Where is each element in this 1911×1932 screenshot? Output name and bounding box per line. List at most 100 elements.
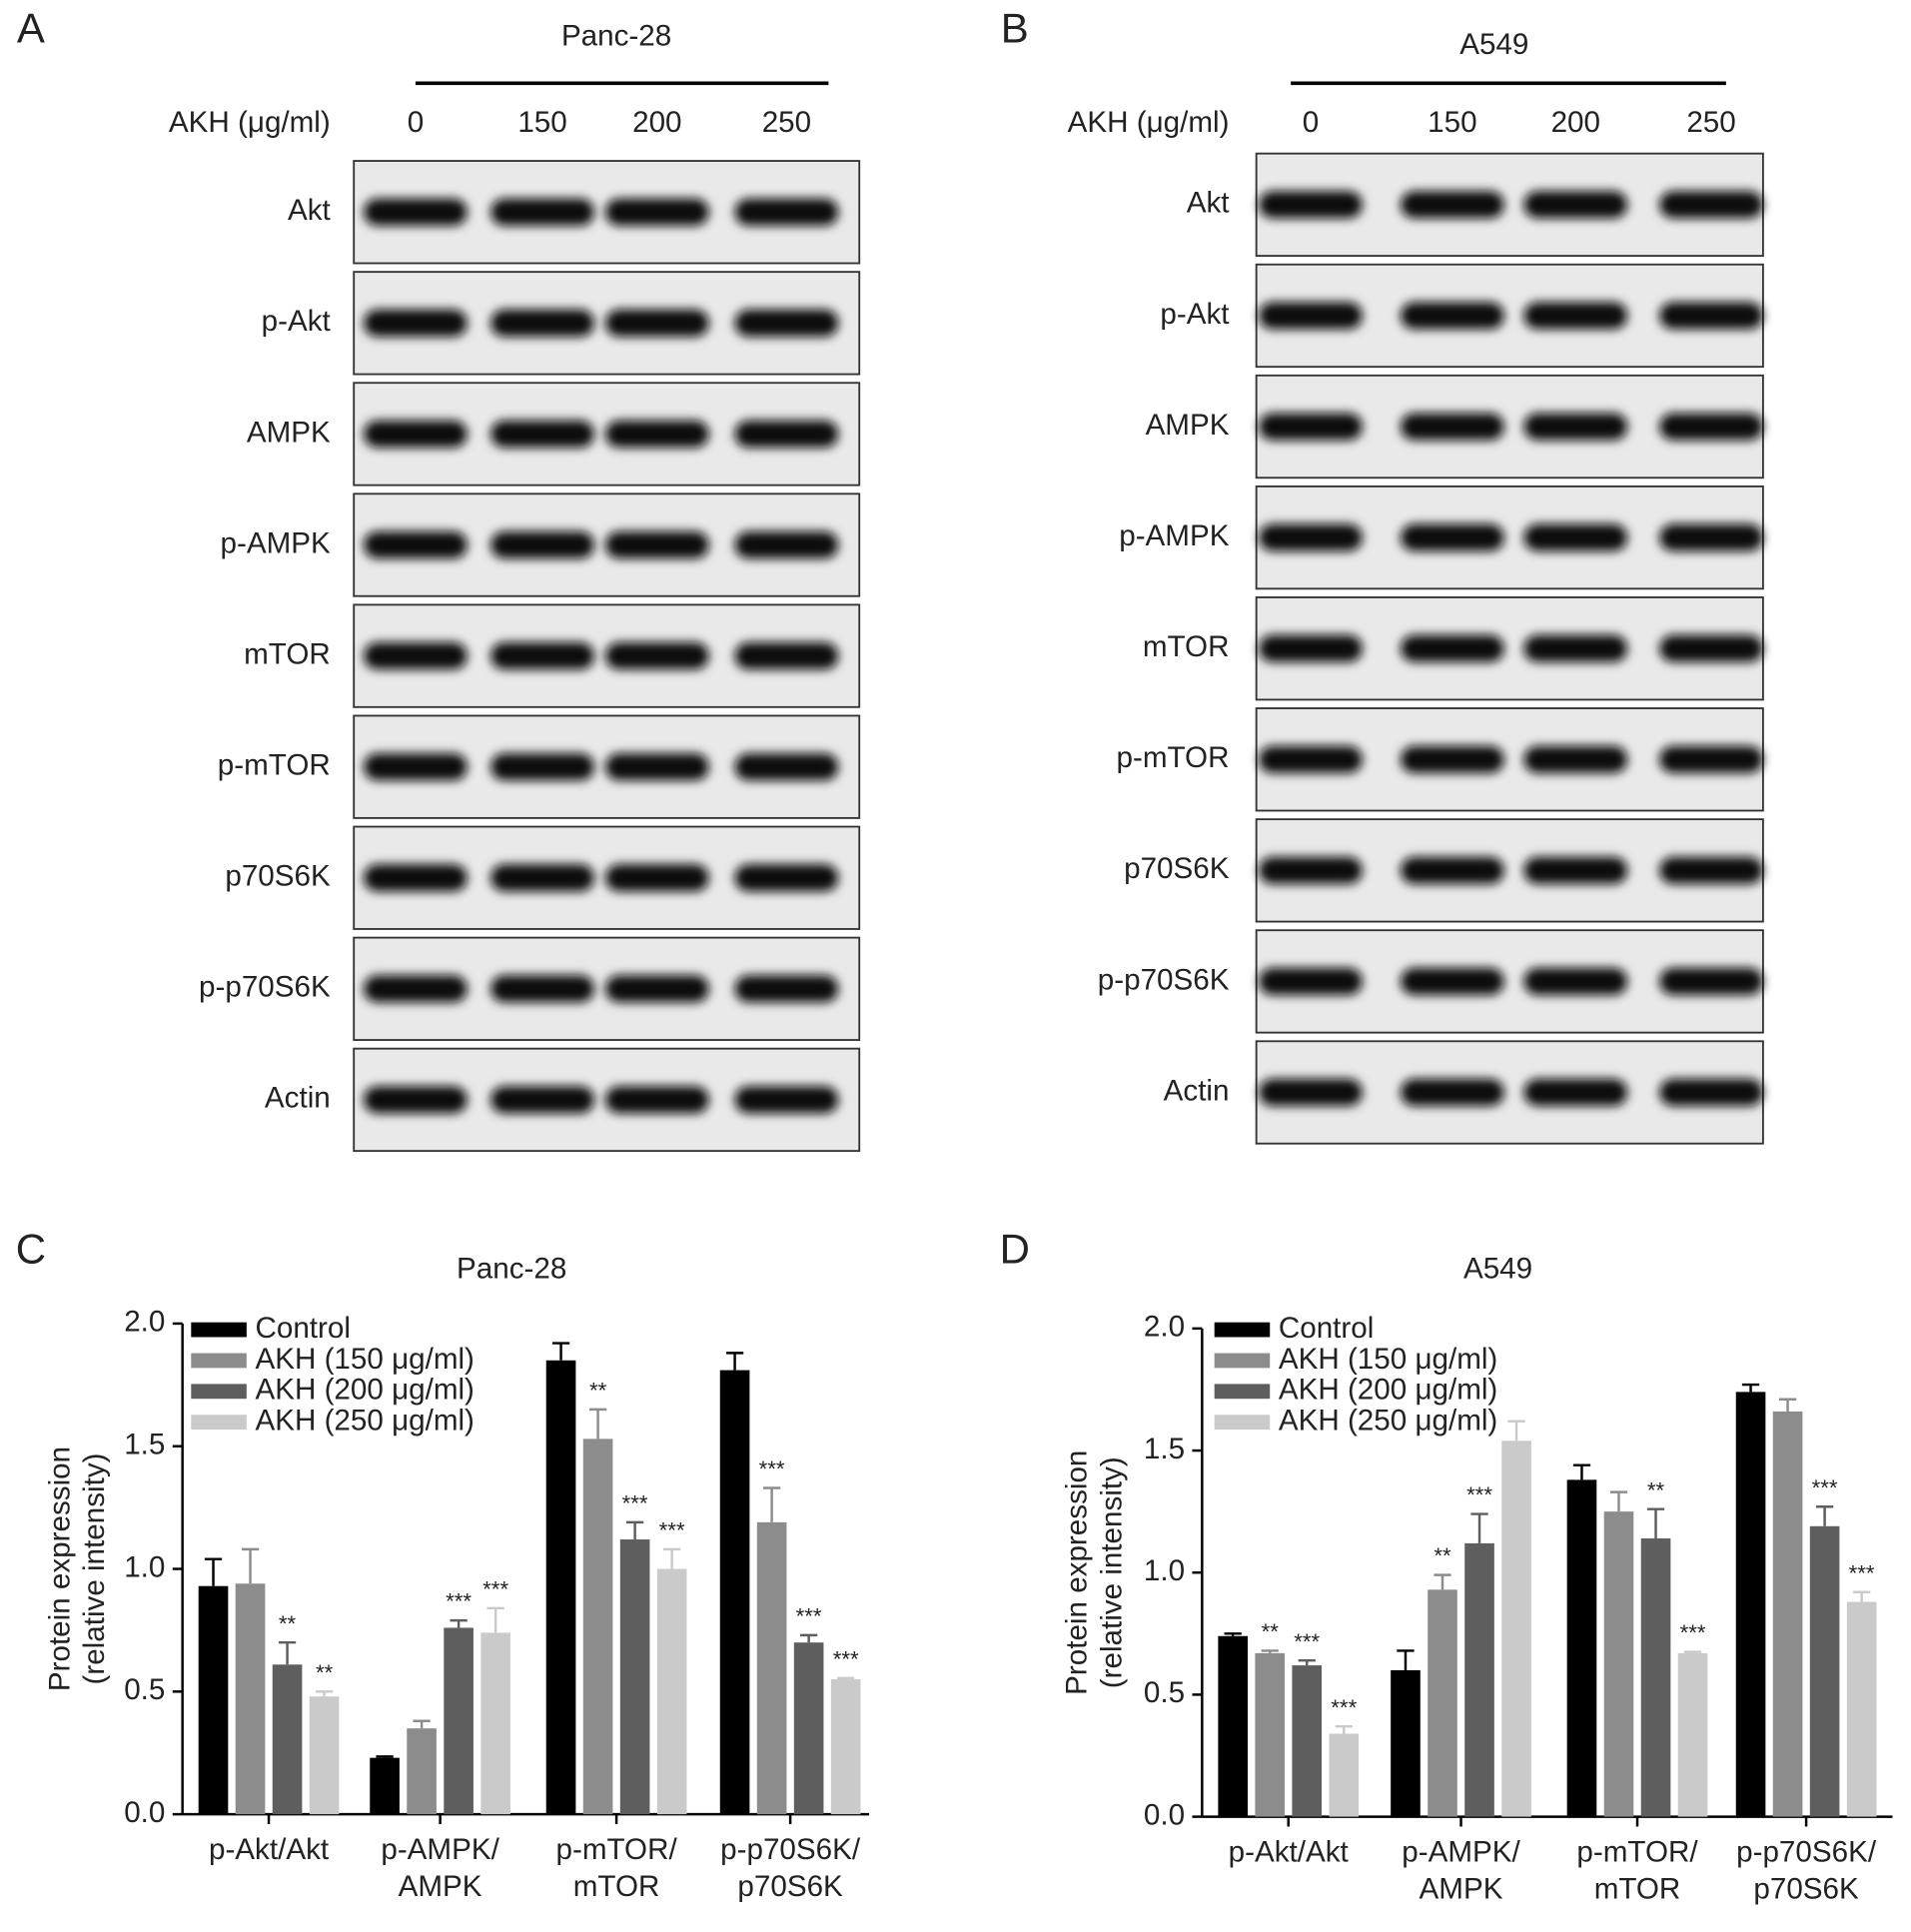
bar [545,1360,576,1815]
bar [1735,1392,1766,1817]
cell-line-title: A549 [1459,28,1528,61]
band [1523,634,1628,662]
band [1259,745,1363,773]
band [1401,856,1504,884]
protein-label: p-mTOR [1117,741,1230,774]
band [1523,1078,1628,1107]
bar [1292,1665,1323,1817]
band [1659,413,1763,441]
protein-label: Akt [1187,187,1231,220]
bar [830,1679,861,1815]
dose: 200 [632,106,681,139]
band [604,975,709,1003]
x-tick-label: p-Akt/Akt [1229,1835,1350,1868]
bar [756,1521,787,1815]
x-tick-label: p-mTOR/mTOR [1576,1835,1698,1905]
panel-label: D [1000,1225,1030,1272]
band [604,530,709,559]
x-tick-label: p-mTOR/mTOR [556,1833,678,1903]
legend-label: AKH (150 μg/ml) [1279,1343,1497,1376]
band [1259,413,1363,441]
band [1523,856,1628,884]
significance: *** [622,1490,648,1515]
bar [480,1632,510,1815]
bar [619,1539,650,1815]
bar [1846,1601,1877,1817]
legend-swatch [191,1415,247,1431]
dose-label: AKH (μg/ml) [169,106,331,139]
protein-label: p-AMPK [221,526,331,559]
protein-label: p-Akt [1160,298,1230,331]
band [490,753,594,781]
x-tick-label: p-AMPK/AMPK [381,1833,499,1903]
legend-swatch [191,1353,247,1369]
significance: *** [659,1517,685,1542]
band [734,753,839,781]
x-tick-label: p-Akt/Akt [209,1833,330,1866]
bar [444,1627,474,1815]
significance: ** [1647,1477,1665,1502]
cell-line-title: Panc-28 [561,19,671,52]
legend-label: Control [255,1312,350,1345]
band [1401,302,1504,330]
y-tick-label: 2.0 [124,1306,165,1339]
significance: *** [759,1456,785,1481]
y-tick-label: 0.5 [1144,1676,1185,1709]
band [604,420,709,449]
protein-label: mTOR [1143,630,1230,663]
panel-label: A [17,5,45,52]
significance: *** [796,1603,822,1628]
bar [1391,1669,1421,1817]
band [1401,745,1504,773]
band [1259,302,1363,330]
protein-label: AMPK [247,416,331,449]
band [364,864,468,892]
band [490,198,594,226]
bar [1566,1479,1597,1817]
dose: 250 [762,106,811,139]
bar [1329,1733,1360,1817]
legend-swatch [1214,1415,1271,1431]
band [364,753,468,781]
legend-swatch [191,1384,247,1400]
band [1259,856,1363,884]
significance: ** [316,1660,334,1685]
y-tick-label: 0.0 [124,1796,165,1829]
bar [272,1664,303,1815]
band [734,530,839,559]
protein-label: p-p70S6K [199,971,331,1004]
band [1659,191,1763,219]
y-axis-label: (relative intensity) [1095,1456,1128,1688]
legend-swatch [1214,1353,1271,1369]
bar [1603,1511,1634,1817]
band [364,975,468,1003]
protein-label: Actin [265,1082,331,1115]
band [490,975,594,1003]
significance: ** [1262,1619,1280,1644]
bar [370,1757,400,1815]
protein-label: p-Akt [262,305,332,338]
significance: ** [279,1611,297,1636]
significance: ** [1433,1543,1451,1568]
band [1523,967,1628,996]
y-axis-label: Protein expression [1061,1450,1094,1695]
band [1523,191,1628,219]
band [604,642,709,670]
band [1659,302,1763,330]
y-axis-label: (relative intensity) [78,1453,111,1685]
dose-label: AKH (μg/ml) [1068,106,1230,139]
band [364,642,468,670]
band [604,309,709,337]
protein-label: p70S6K [1124,852,1230,885]
dose: 0 [408,106,424,139]
protein-label: mTOR [244,637,331,670]
band [1401,413,1504,441]
significance: *** [1812,1475,1838,1500]
band [604,753,709,781]
band [1659,745,1763,773]
bar [1772,1411,1803,1817]
bar [407,1728,437,1815]
bar [1809,1525,1840,1817]
dose: 250 [1686,106,1735,139]
